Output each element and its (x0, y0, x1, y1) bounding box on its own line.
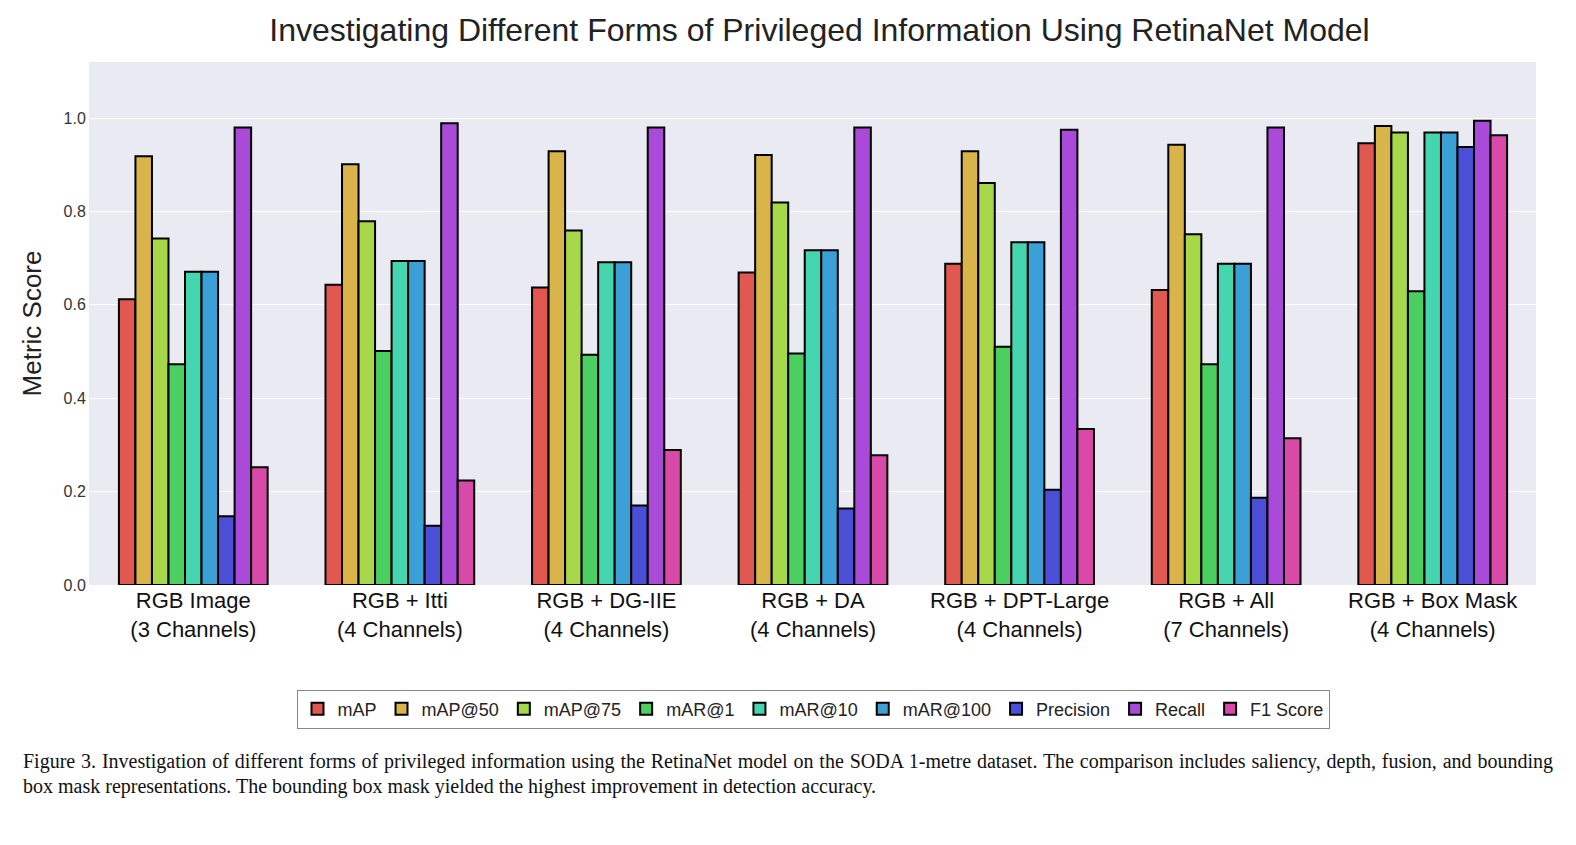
svg-text:mAP@75: mAP@75 (544, 700, 621, 720)
svg-text:RGB Image(3 Channels): RGB Image(3 Channels) (130, 588, 256, 642)
svg-text:F1 Score: F1 Score (1250, 700, 1323, 720)
svg-text:mAR@1: mAR@1 (666, 700, 734, 720)
svg-text:1.0: 1.0 (64, 110, 86, 127)
svg-text:mAR@100: mAR@100 (903, 700, 991, 720)
svg-text:mAR@10: mAR@10 (779, 700, 857, 720)
svg-text:mAP: mAP (338, 700, 377, 720)
svg-text:0.2: 0.2 (64, 483, 86, 500)
svg-text:Investigating Different Forms: Investigating Different Forms of Privile… (269, 12, 1369, 48)
svg-text:0.0: 0.0 (64, 577, 86, 594)
svg-text:RGB + DG-IIE(4 Channels): RGB + DG-IIE(4 Channels) (536, 588, 676, 642)
svg-text:mAP@50: mAP@50 (422, 700, 499, 720)
svg-text:RGB + Box Mask(4 Channels): RGB + Box Mask(4 Channels) (1348, 588, 1518, 642)
svg-text:Metric Score: Metric Score (17, 251, 47, 397)
svg-text:RGB + DA(4 Channels): RGB + DA(4 Channels) (750, 588, 876, 642)
svg-text:Recall: Recall (1155, 700, 1205, 720)
svg-text:0.6: 0.6 (64, 296, 86, 313)
svg-text:RGB + Itti(4 Channels): RGB + Itti(4 Channels) (337, 588, 463, 642)
svg-text:Precision: Precision (1036, 700, 1110, 720)
svg-text:0.8: 0.8 (64, 203, 86, 220)
svg-text:RGB + All(7 Channels): RGB + All(7 Channels) (1163, 588, 1289, 642)
svg-text:RGB + DPT-Large(4 Channels): RGB + DPT-Large(4 Channels) (930, 588, 1109, 642)
html-text:Figure 3. Investigation of dif: Figure 3. Investigation of different for… (23, 750, 1553, 797)
svg-text:0.4: 0.4 (64, 390, 86, 407)
